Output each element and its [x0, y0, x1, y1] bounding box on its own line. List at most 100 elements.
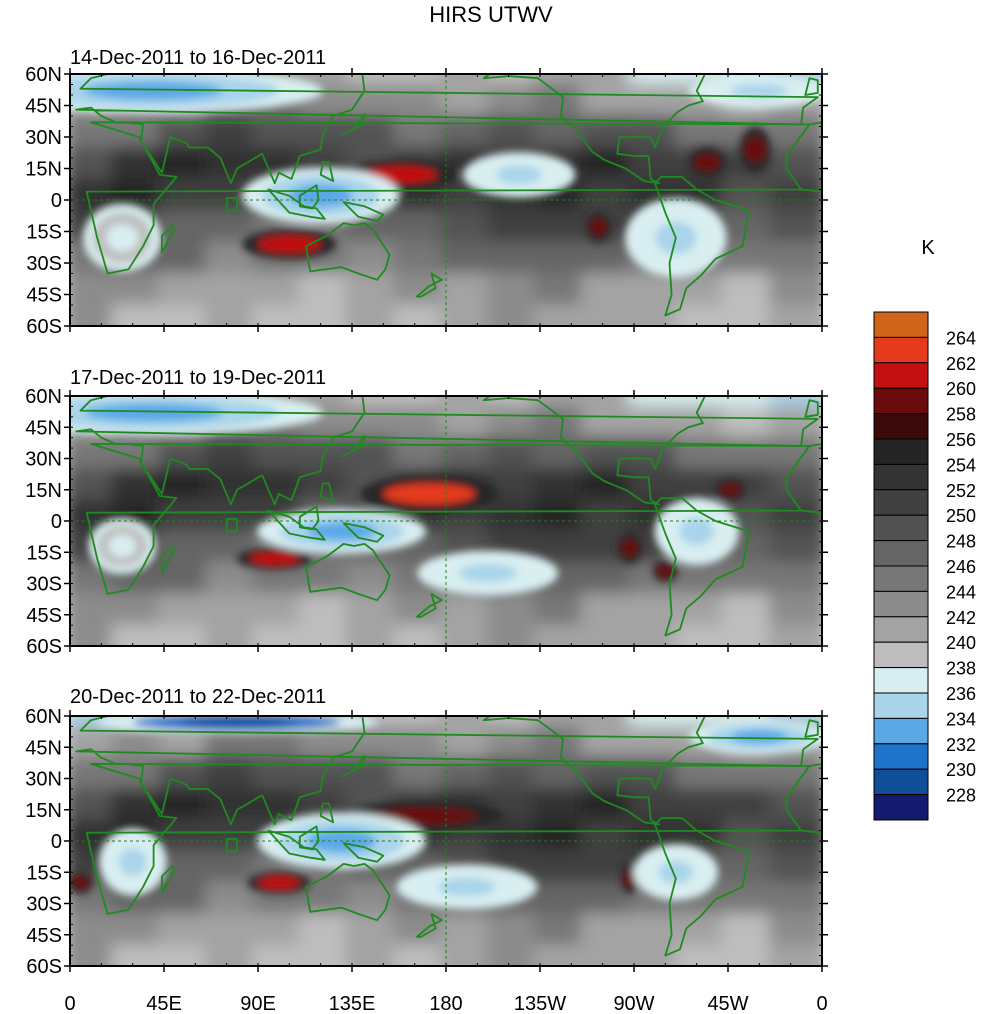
field-cell: [299, 624, 358, 646]
warm-core: [72, 876, 89, 889]
colorbar-box: [873, 743, 929, 770]
colorbar-box: [873, 413, 929, 440]
field-cell: [205, 624, 264, 646]
colorbar-box: [873, 489, 929, 516]
field-cell: [534, 304, 593, 326]
coastline: [319, 482, 335, 504]
coastline: [342, 842, 385, 863]
colorbar-box: [873, 794, 929, 821]
coastline: [305, 222, 391, 281]
warm-core: [656, 564, 674, 578]
coastline: [804, 77, 819, 96]
colorbar-box: [873, 768, 929, 796]
colorbar-box: [873, 565, 929, 592]
colorbar-box: [873, 717, 929, 745]
lat-tick-label: 60N: [25, 64, 62, 86]
moist-core: [496, 165, 543, 185]
lat-tick-label: 45S: [26, 285, 62, 307]
field-cell: [722, 944, 781, 966]
lat-tick-label: 0: [51, 511, 62, 533]
colorbar-label: 240: [946, 633, 976, 653]
colorbar-label: 264: [946, 328, 976, 348]
lat-tick-label: 60S: [26, 636, 62, 658]
field-cell: [70, 944, 123, 966]
map-panel-3: 20-Dec-2011 to 22-Dec-2011 60N 45N 30N 15N 0…: [25, 686, 828, 978]
field-cell: [346, 944, 405, 966]
field-cell: [769, 304, 822, 326]
field-cell: [722, 304, 781, 326]
lon-tick-label: 45W: [707, 993, 748, 1014]
colorbar-label: 236: [946, 684, 976, 704]
coastline: [340, 434, 366, 458]
field-cell: [252, 624, 311, 646]
coastline: [161, 224, 176, 254]
coastlines: [75, 716, 822, 957]
lat-tick-label: 0: [51, 831, 62, 853]
coastline: [298, 505, 320, 531]
colorbar-label: 230: [946, 760, 976, 780]
moist-core: [84, 403, 223, 422]
coastline: [340, 113, 366, 136]
coastline: [267, 509, 326, 541]
coastline: [785, 442, 822, 514]
coastline: [340, 754, 366, 778]
lat-tick-label: 15N: [25, 480, 62, 502]
coastline: [85, 443, 811, 595]
moist-core: [459, 563, 517, 583]
lat-tick-label: 60S: [26, 316, 62, 338]
lon-tick-label: 90W: [613, 993, 654, 1014]
field-cell: [158, 304, 217, 326]
field-cell: [675, 944, 734, 966]
moist-core: [730, 729, 789, 744]
lat-tick-label: 15N: [25, 159, 62, 181]
lat-tick-label: 45S: [26, 605, 62, 627]
field-cell: [440, 304, 499, 326]
moist-core: [108, 534, 137, 558]
coastline: [415, 912, 443, 938]
coastline: [482, 396, 706, 506]
colorbar-label: 238: [946, 659, 976, 679]
field-cell: [534, 944, 593, 966]
field-cell: [487, 304, 546, 326]
field-cell: [534, 624, 593, 646]
coastline: [804, 719, 819, 738]
colorbar-label: 254: [946, 455, 976, 475]
panel-date-range: 17-Dec-2011 to 19-Dec-2011: [70, 367, 326, 389]
coastline: [319, 161, 335, 182]
utwv-background-field: [70, 396, 822, 646]
coastline: [298, 825, 320, 851]
moist-core: [679, 517, 714, 546]
coastline: [161, 865, 176, 895]
lon-tick-labels: 0 45E 90E 135E 180 135W 90W 45W 0: [64, 993, 827, 1014]
colorbar-box: [873, 438, 929, 465]
figure-title: HIRS UTWV: [429, 2, 553, 27]
warm-core: [249, 552, 300, 565]
colorbar-label: 256: [946, 430, 976, 450]
coastline: [267, 829, 326, 861]
field-cell: [581, 624, 640, 646]
coastline: [85, 763, 811, 915]
colorbar-box: [873, 590, 929, 618]
map-panel-1: 14-Dec-2011 to 16-Dec-2011 60N 45N 30N 15N 0…: [25, 47, 828, 338]
colorbar-box: [873, 514, 929, 542]
field-cell: [205, 944, 264, 966]
field-cell: [346, 304, 405, 326]
field-cell: [487, 944, 546, 966]
coastline: [305, 862, 391, 922]
moist-core: [179, 717, 295, 727]
field-cell: [675, 304, 734, 326]
moist-core: [106, 223, 139, 252]
colorbar-label: 246: [946, 557, 976, 577]
field-cell: [393, 304, 452, 326]
coastlines: [75, 396, 822, 637]
field-cell: [252, 304, 311, 326]
coastline: [415, 592, 443, 618]
colorbar-box: [873, 667, 929, 694]
warm-core: [694, 153, 720, 171]
field-cell: [628, 944, 687, 966]
lat-tick-label: 15S: [26, 862, 62, 884]
colorbar-label: 244: [946, 582, 976, 602]
coastline: [804, 399, 819, 418]
warm-core: [623, 870, 637, 887]
